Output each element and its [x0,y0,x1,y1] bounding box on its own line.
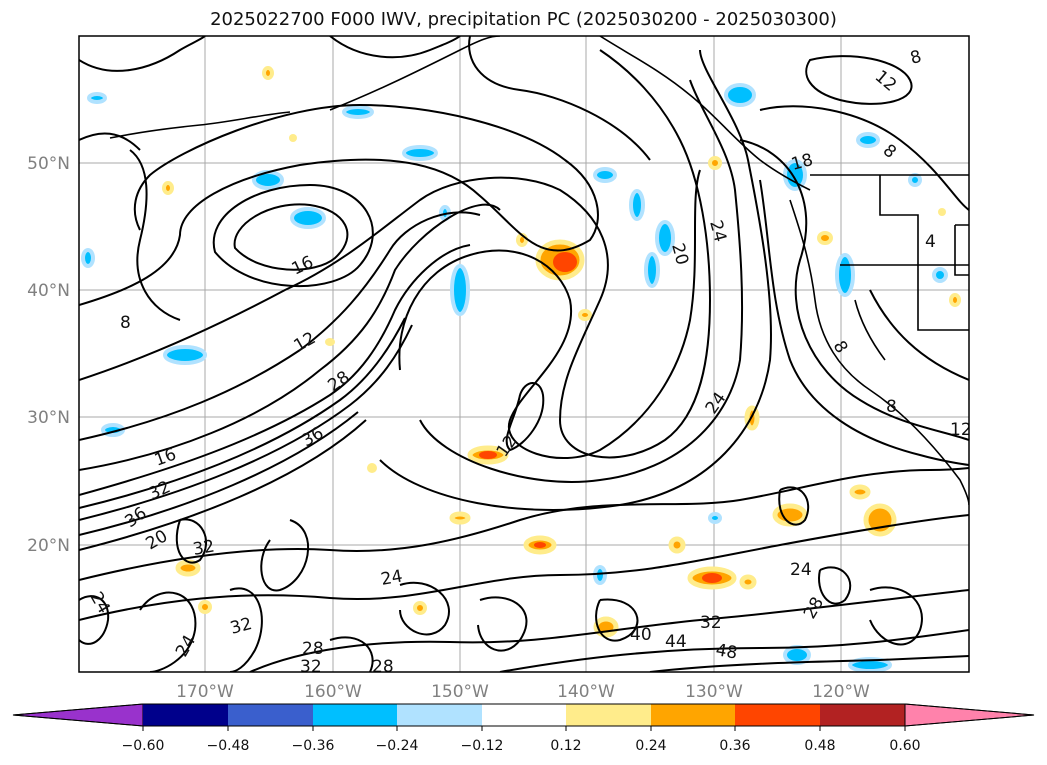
colorbar-tick-label: −0.48 [207,738,250,754]
contour-label: 24 [172,632,200,661]
contour-label: 32 [700,613,722,633]
contour-label: 32 [191,536,216,559]
contour-label: 24 [702,389,731,418]
contour-label: 32 [300,657,322,677]
contour-label: 12 [871,67,900,96]
contour-label: 8 [908,47,924,69]
precip-negative-areas [81,83,948,672]
colorbar-segment [651,704,735,726]
colorbar-tick-label: 0.48 [804,738,835,754]
longitude-labels: 170°W 160°W 150°W 140°W 130°W 120°W [176,682,870,702]
contour-label: 24 [705,218,730,244]
colorbar-segment [228,704,313,726]
colorbar: −0.60 −0.48 −0.36 −0.24 −0.12 0.12 0.24 … [12,703,1035,754]
contour-label: 8 [829,338,852,357]
lon-label: 170°W [176,682,234,702]
colorbar-tick-label: −0.24 [376,738,419,754]
lon-label: 160°W [304,682,362,702]
colorbar-segment [735,704,820,726]
lat-label: 40°N [27,281,70,301]
contour-label: 12 [291,328,320,356]
map-title: 2025022700 F000 IWV, precipitation PC (2… [210,9,837,30]
colorbar-segment [820,704,905,726]
contour-label: 28 [302,639,324,659]
contour-label: 28 [372,657,394,677]
colorbar-segment [482,704,566,726]
contour-label: 40 [630,625,652,645]
colorbar-tick-label: 0.24 [635,738,666,754]
contour-label: 12 [950,420,972,440]
contour-label: 8 [879,141,900,163]
contour-label: 4 [925,232,936,252]
lon-label: 150°W [431,682,489,702]
contour-label: 8 [886,397,897,417]
contour-label: 48 [714,640,739,663]
lat-label: 20°N [27,536,70,556]
latitude-labels: 50°N 40°N 30°N 20°N [27,154,70,556]
contour-label: 36 [299,423,328,451]
contour-label: 8 [120,313,131,333]
contour-label: 32 [228,614,254,639]
colorbar-tick-label: 0.36 [719,738,750,754]
map-field: 8 12 16 20 24 28 32 36 40 44 48 12 16 24… [79,36,972,677]
colorbar-extend-low [12,703,144,727]
lon-label: 130°W [685,682,743,702]
colorbar-segment [313,704,397,726]
contour-label: 20 [667,241,692,267]
colorbar-tick-label: 0.60 [889,738,920,754]
lat-label: 50°N [27,154,70,174]
colorbar-segment [397,704,482,726]
contour-label: 24 [379,566,404,589]
colorbar-tick-label: −0.36 [292,738,335,754]
iwv-contours [79,36,969,672]
colorbar-segment [566,704,651,726]
precip-positive-areas [162,66,961,638]
lon-label: 120°W [812,682,870,702]
contour-label: 24 [790,560,812,580]
coastlines [109,36,969,506]
contour-label: 28 [800,594,828,623]
lon-label: 140°W [557,682,615,702]
colorbar-tick-label: −0.12 [461,738,504,754]
map-frame [78,35,970,673]
colorbar-extend-high [904,703,1035,727]
colorbar-segment [143,704,228,726]
contour-label: 44 [665,632,687,652]
colorbar-tick-label: 0.12 [550,738,581,754]
lat-label: 30°N [27,408,70,428]
contour-label: 18 [789,150,815,175]
colorbar-tick-label: −0.60 [122,738,165,754]
